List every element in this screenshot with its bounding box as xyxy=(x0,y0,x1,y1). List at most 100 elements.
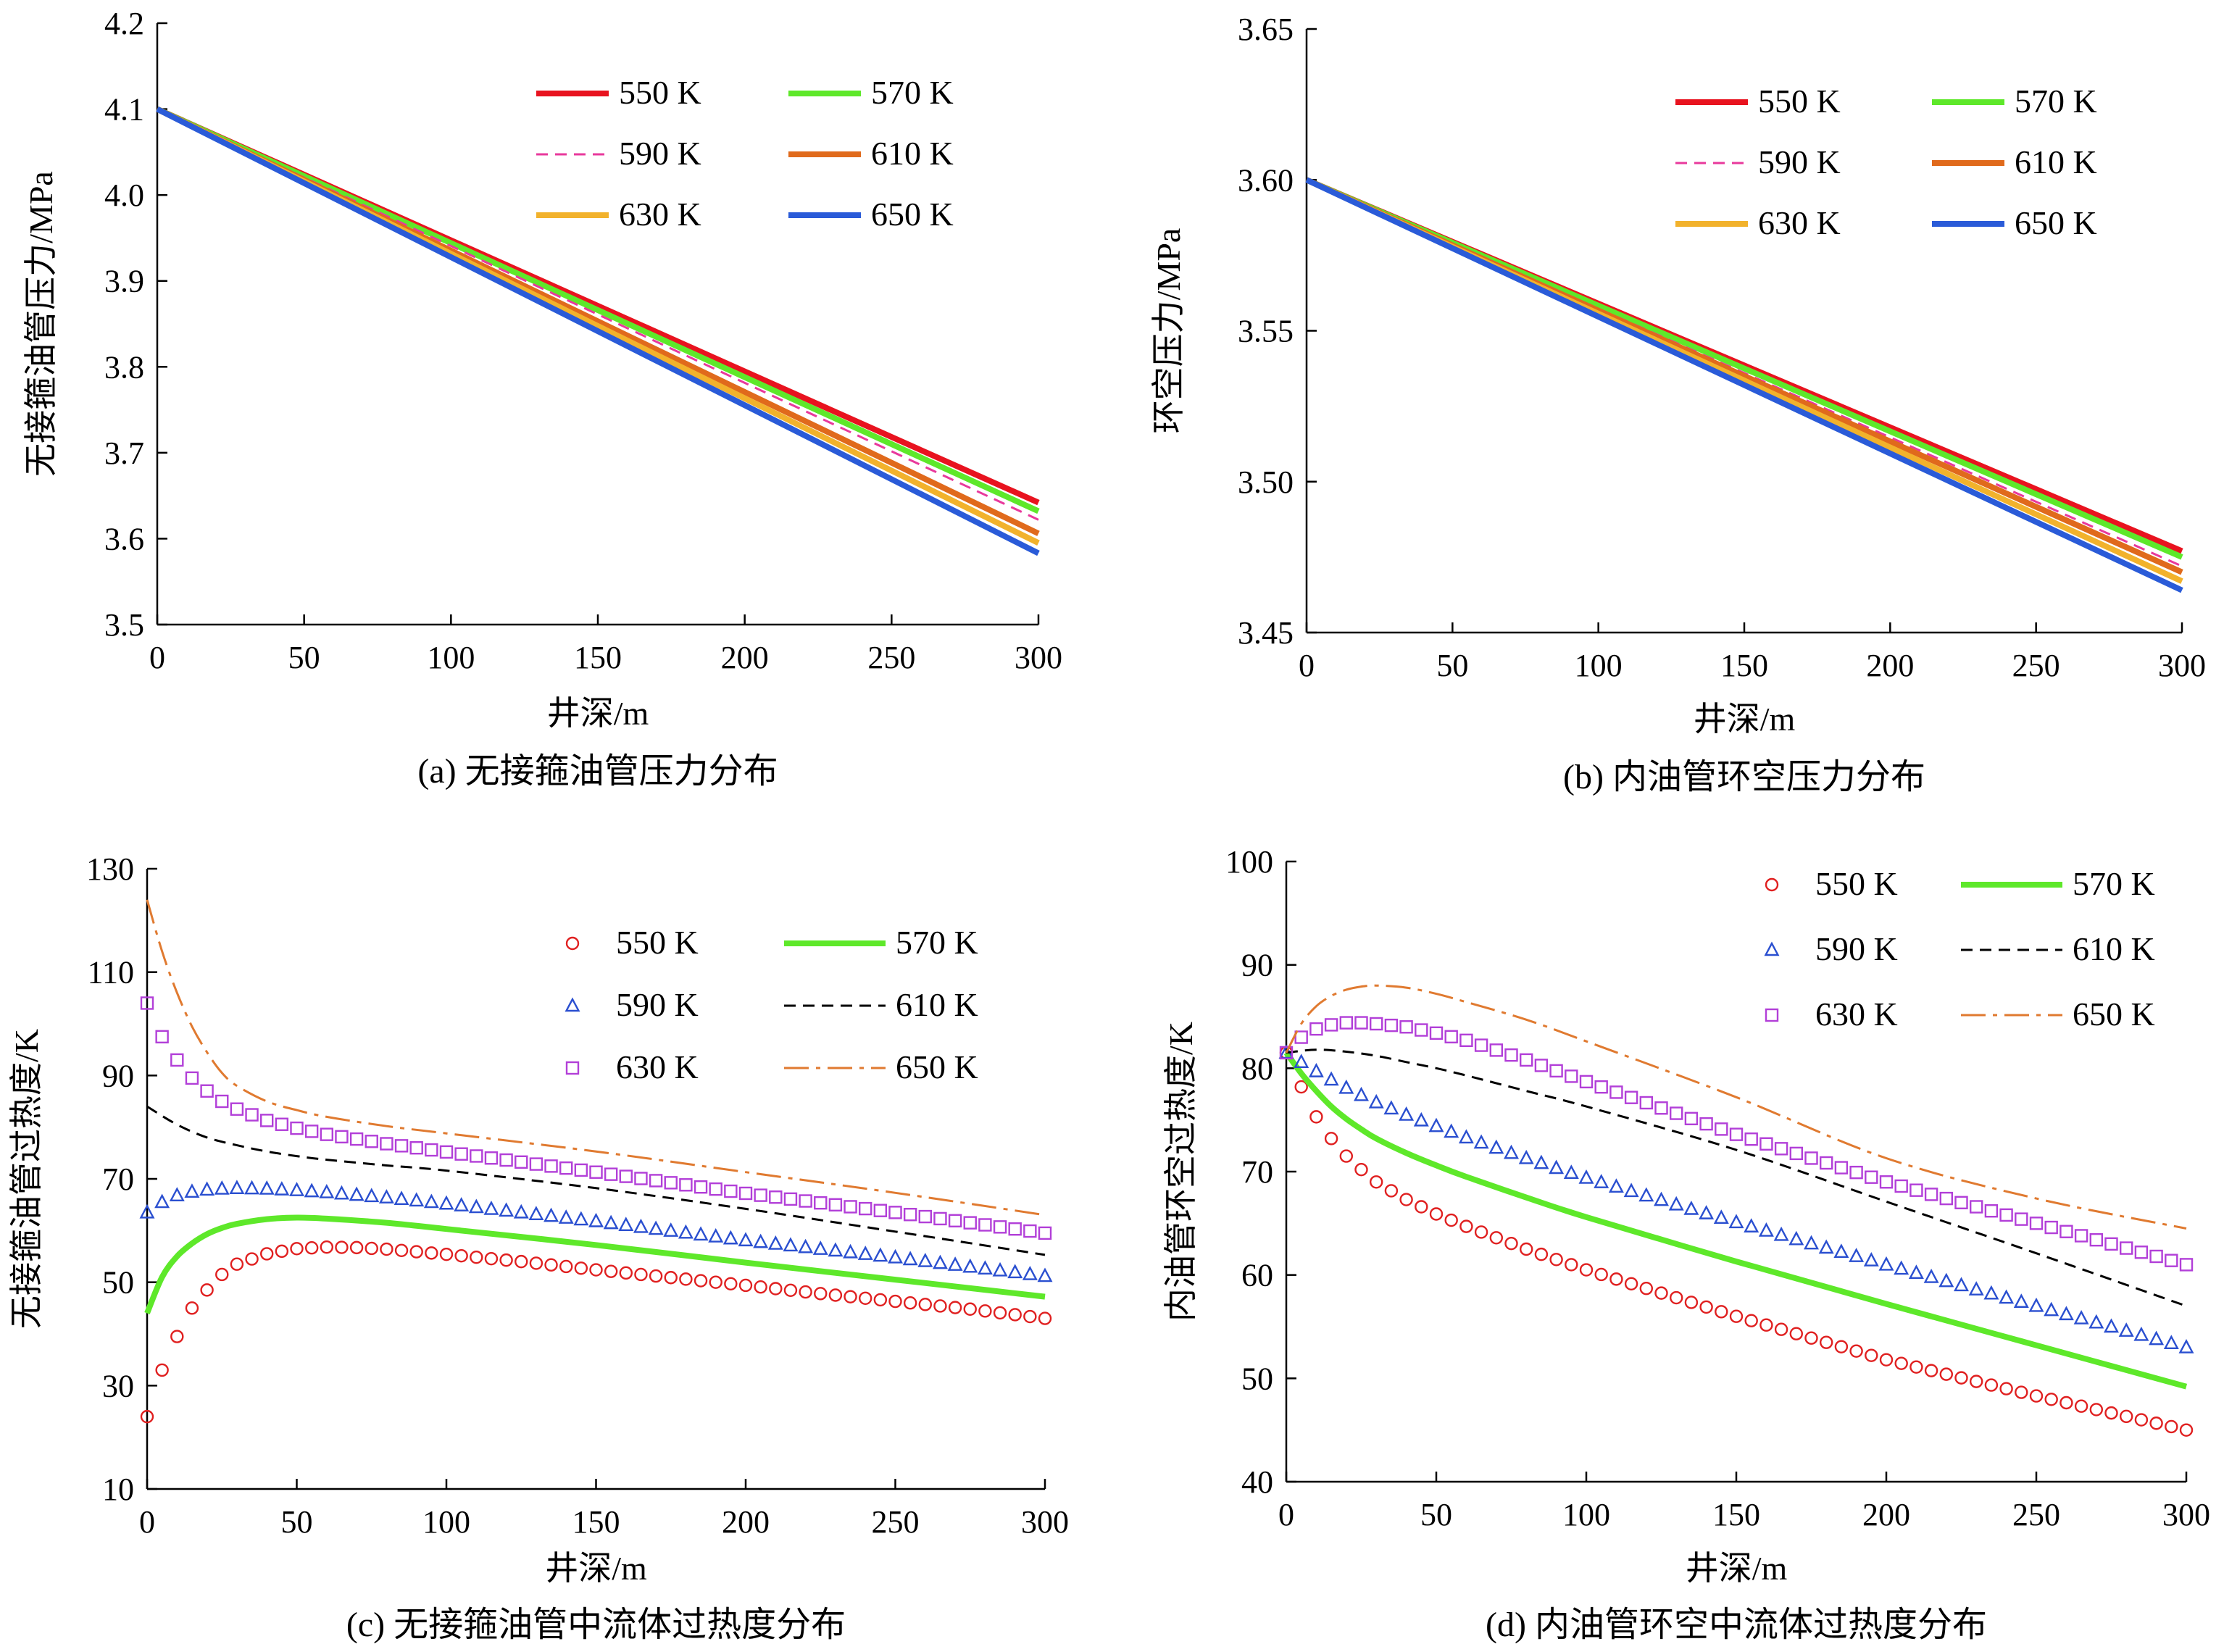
y-tick-label: 3.45 xyxy=(1238,615,1294,651)
data-point xyxy=(769,1190,783,1204)
data-point xyxy=(844,1200,857,1214)
data-point xyxy=(678,1224,694,1239)
data-point xyxy=(513,1203,529,1219)
chart-a-pressure-tubing: 0 50 100 150 200 250 300 3.5 3.6 3.7 3.8 3.9 4.0 4.1 4… xyxy=(22,6,1062,790)
data-point xyxy=(169,1187,185,1202)
data-point xyxy=(1037,1267,1053,1282)
data-point xyxy=(873,1293,888,1307)
data-point xyxy=(1022,1265,1038,1280)
data-point xyxy=(722,1230,738,1245)
y-tick-label: 130 xyxy=(86,851,134,887)
series-line xyxy=(144,1214,1046,1315)
data-point xyxy=(857,1246,873,1260)
data-point xyxy=(244,1180,260,1195)
data-point xyxy=(1008,1222,1022,1236)
data-point xyxy=(1894,1260,1909,1275)
data-point xyxy=(619,1266,633,1280)
data-point xyxy=(1338,1079,1354,1094)
x-tick-label: 200 xyxy=(721,640,769,675)
data-point xyxy=(154,1193,170,1209)
data-point xyxy=(275,1117,289,1131)
data-point xyxy=(454,1197,470,1211)
chart-caption: (d) 内油管环空中流体过热度分布 xyxy=(1486,1606,1987,1644)
data-point xyxy=(1429,1207,1444,1221)
legend-item: 650 K xyxy=(1932,204,2097,241)
data-point xyxy=(394,1243,409,1257)
data-point xyxy=(873,1203,888,1217)
data-point xyxy=(528,1206,544,1220)
data-point xyxy=(1415,1200,1428,1214)
data-point xyxy=(1309,1110,1323,1124)
data-point xyxy=(1728,1214,1744,1229)
data-point xyxy=(1744,1314,1758,1327)
data-point xyxy=(184,1183,200,1198)
data-point xyxy=(1984,1378,1999,1392)
legend-item: 570 K xyxy=(1961,865,2155,902)
data-point xyxy=(783,1283,798,1297)
data-point xyxy=(589,1165,603,1179)
data-point xyxy=(1879,1353,1894,1367)
data-point xyxy=(2149,1249,2163,1264)
data-point xyxy=(814,1287,828,1301)
data-point xyxy=(1638,1187,1654,1202)
data-point xyxy=(2015,1212,2028,1226)
data-point xyxy=(767,1235,783,1250)
data-point xyxy=(2119,1409,2133,1424)
data-point xyxy=(1668,1196,1684,1211)
data-point xyxy=(978,1304,992,1318)
series-550k xyxy=(1279,1046,2194,1437)
series-650k xyxy=(1305,177,2183,593)
legend-item: 650 K xyxy=(788,196,954,233)
data-point xyxy=(738,1232,754,1247)
data-point xyxy=(1038,1311,1052,1325)
data-point xyxy=(1549,1159,1565,1175)
data-point xyxy=(604,1167,618,1181)
data-point xyxy=(290,1121,304,1135)
x-tick-label: 300 xyxy=(1015,640,1062,675)
data-point xyxy=(1309,1022,1323,1036)
data-point xyxy=(139,1203,155,1219)
data-point xyxy=(1579,1263,1594,1277)
data-point xyxy=(1324,1018,1338,1032)
x-tick-label: 300 xyxy=(2162,1497,2210,1532)
data-point xyxy=(858,1201,872,1216)
data-point xyxy=(1744,1218,1759,1232)
data-point xyxy=(917,1253,933,1267)
series-line xyxy=(1305,177,2183,593)
data-point xyxy=(888,1294,902,1309)
y-tick-label: 3.9 xyxy=(104,264,144,299)
x-tick-label: 250 xyxy=(2012,1497,2060,1532)
x-tick-label: 50 xyxy=(1420,1497,1452,1532)
y-tick-label: 3.60 xyxy=(1238,162,1294,198)
data-point xyxy=(1774,1142,1788,1156)
legend-item: 610 K xyxy=(788,135,954,172)
data-point xyxy=(1444,1030,1458,1044)
data-point xyxy=(1323,1071,1339,1086)
legend-label: 550 K xyxy=(616,924,699,961)
data-point xyxy=(709,1182,722,1196)
data-point xyxy=(1774,1322,1788,1336)
legend-label: 590 K xyxy=(616,986,699,1023)
data-point xyxy=(798,1238,814,1253)
data-point xyxy=(828,1242,844,1257)
data-point xyxy=(1894,1179,1908,1193)
data-point xyxy=(2133,1326,2149,1341)
y-tick-label: 4.1 xyxy=(104,92,144,128)
series-line xyxy=(146,1105,1046,1256)
data-point xyxy=(618,1217,634,1231)
data-point xyxy=(903,1208,917,1222)
series-570k xyxy=(144,1214,1046,1315)
data-point xyxy=(364,1188,380,1203)
data-point xyxy=(1519,1053,1533,1067)
series-570k xyxy=(156,106,1040,514)
data-point xyxy=(200,1084,214,1098)
data-point xyxy=(1684,1296,1699,1309)
data-point xyxy=(1788,1230,1804,1246)
legend-label: 610 K xyxy=(2015,143,2097,180)
legend-label: 570 K xyxy=(2073,865,2155,902)
data-point xyxy=(260,1247,274,1261)
data-point xyxy=(333,1185,349,1200)
legend: 550 K 570 K 590 K 610 K 630 K 650 K xyxy=(1675,83,2097,241)
data-point xyxy=(1683,1200,1699,1215)
data-point xyxy=(365,1135,378,1148)
